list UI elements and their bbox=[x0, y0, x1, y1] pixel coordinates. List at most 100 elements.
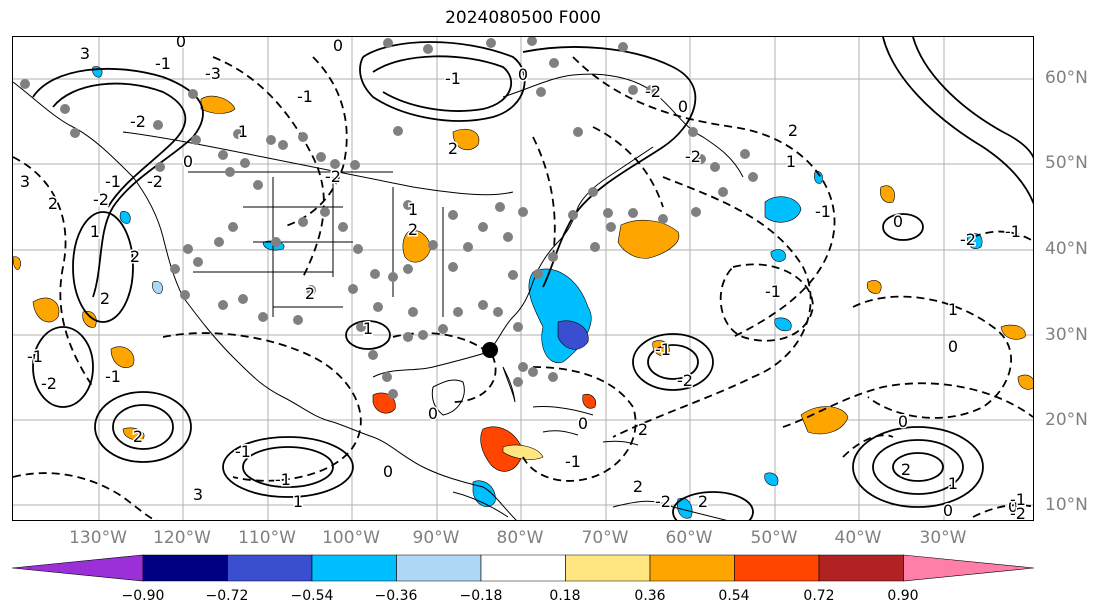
contour-label: 2 bbox=[48, 194, 58, 213]
colorbar bbox=[12, 554, 1035, 582]
coastlines bbox=[13, 73, 744, 520]
lon-label-100w: 100°W bbox=[322, 528, 380, 548]
lon-label-120w: 120°W bbox=[153, 528, 211, 548]
colorbar-segment bbox=[142, 554, 228, 582]
contour-label: 0 bbox=[428, 404, 438, 423]
colorbar-tick: −0.54 bbox=[290, 588, 334, 604]
colorbar-segment bbox=[565, 554, 651, 582]
colorbar-segment bbox=[480, 554, 566, 582]
contour-label: 2 bbox=[408, 220, 418, 239]
lat-label-40n: 40°N bbox=[1045, 239, 1088, 259]
map-panel: 3 -1 0 3 2 -2 -1 -2 -3 1 -2 0 2 1 2 -1 -2 -1 2 -1 1 3 -1 0 0 2 1 1 2… bbox=[12, 36, 1034, 521]
contour-label: 2 bbox=[305, 284, 315, 303]
contour-label: 0 bbox=[948, 337, 958, 356]
colorbar-tick: −0.18 bbox=[459, 588, 503, 604]
contour-label: -1 bbox=[445, 69, 461, 88]
contour-label: 0 bbox=[518, 65, 528, 84]
contour-label: 1 bbox=[408, 200, 418, 219]
contour-label: -2 bbox=[93, 190, 109, 209]
contour-label: -2 bbox=[147, 172, 163, 191]
colorbar-tick: 0.54 bbox=[718, 588, 750, 604]
contour-label: -1 bbox=[1005, 222, 1021, 241]
contour-label: -2 bbox=[41, 374, 57, 393]
contour-label: -1 bbox=[235, 442, 251, 461]
contour-label: 1 bbox=[90, 222, 100, 241]
contour-label: 2 bbox=[100, 289, 110, 308]
contour-label: 0 bbox=[898, 412, 908, 431]
contour-label: -2 bbox=[1010, 504, 1026, 521]
lon-label-90w: 90°W bbox=[412, 528, 460, 548]
contour-label: -2 bbox=[960, 230, 976, 249]
lon-label-30w: 30°W bbox=[919, 528, 967, 548]
contours-dashed bbox=[13, 56, 1033, 520]
contour-label: -1 bbox=[155, 54, 171, 73]
contour-label: -2 bbox=[325, 167, 341, 186]
contour-label: 0 bbox=[333, 37, 343, 55]
colorbar-segment bbox=[396, 554, 482, 582]
contour-label: 1 bbox=[363, 319, 373, 338]
contour-label: 0 bbox=[943, 501, 953, 520]
contour-label: -1 bbox=[105, 367, 121, 386]
contour-label: -1 bbox=[765, 282, 781, 301]
lon-label-50w: 50°W bbox=[750, 528, 798, 548]
contour-label: 0 bbox=[678, 97, 688, 116]
marker-dot bbox=[482, 342, 498, 358]
contour-label: -2 bbox=[655, 492, 671, 511]
colorbar-tick: −0.36 bbox=[374, 588, 418, 604]
contour-label: -1 bbox=[1010, 490, 1026, 509]
colorbar-tick: −0.90 bbox=[121, 588, 165, 604]
contour-label: 0 bbox=[183, 152, 193, 171]
colorbar-segment bbox=[818, 554, 904, 582]
lon-label-130w: 130°W bbox=[69, 528, 127, 548]
contour-label: -2 bbox=[677, 371, 693, 390]
colorbar-segment bbox=[903, 554, 1035, 582]
contour-label: 0 bbox=[383, 462, 393, 481]
station-dots bbox=[20, 37, 758, 399]
contour-label: 2 bbox=[698, 492, 708, 511]
lat-label-60n: 60°N bbox=[1045, 68, 1088, 88]
lat-label-30n: 30°N bbox=[1045, 325, 1088, 345]
contour-label: 2 bbox=[448, 139, 458, 158]
contour-label: 0 bbox=[893, 212, 903, 231]
colorbar-segment bbox=[734, 554, 820, 582]
contour-label: -3 bbox=[205, 64, 221, 83]
lon-label-40w: 40°W bbox=[834, 528, 882, 548]
contour-label: 1 bbox=[293, 492, 303, 511]
map-title: 2024080500 F000 bbox=[445, 8, 601, 28]
colorbar-tick: 0.18 bbox=[549, 588, 581, 604]
contour-label: 2 bbox=[901, 460, 911, 479]
lon-label-70w: 70°W bbox=[581, 528, 629, 548]
contour-label: -1 bbox=[27, 347, 43, 366]
colorbar-tick: 0.90 bbox=[887, 588, 919, 604]
contour-label: 1 bbox=[948, 474, 958, 493]
colorbar-segment bbox=[12, 554, 144, 582]
colorbar-tick: 0.72 bbox=[803, 588, 835, 604]
contour-label: -1 bbox=[297, 87, 313, 106]
shaded-anomalies bbox=[13, 66, 1033, 519]
contour-label: -1 bbox=[565, 452, 581, 471]
contour-label: -1 bbox=[275, 470, 291, 489]
contour-label: 3 bbox=[193, 485, 203, 504]
colorbar-tick: 0.36 bbox=[634, 588, 666, 604]
contour-label: 0 bbox=[176, 37, 186, 51]
contour-label: 2 bbox=[788, 121, 798, 140]
contour-label: 1 bbox=[238, 122, 248, 141]
colorbar-segment bbox=[649, 554, 735, 582]
contour-label: 3 bbox=[20, 172, 30, 191]
contour-label: 3 bbox=[80, 44, 90, 63]
lat-label-50n: 50°N bbox=[1045, 153, 1088, 173]
contour-label: 2 bbox=[638, 420, 648, 439]
contour-label: -1 bbox=[655, 340, 671, 359]
contour-label: -1 bbox=[815, 202, 831, 221]
contour-label: 1 bbox=[948, 300, 958, 319]
contours-solid bbox=[32, 37, 1033, 520]
contour-label: -1 bbox=[105, 172, 121, 191]
contour-label: 2 bbox=[133, 427, 143, 446]
colorbar-segment bbox=[227, 554, 313, 582]
colorbar-tick: −0.72 bbox=[205, 588, 249, 604]
lon-label-110w: 110°W bbox=[238, 528, 296, 548]
contour-label: 2 bbox=[633, 477, 643, 496]
contour-label: 1 bbox=[786, 152, 796, 171]
